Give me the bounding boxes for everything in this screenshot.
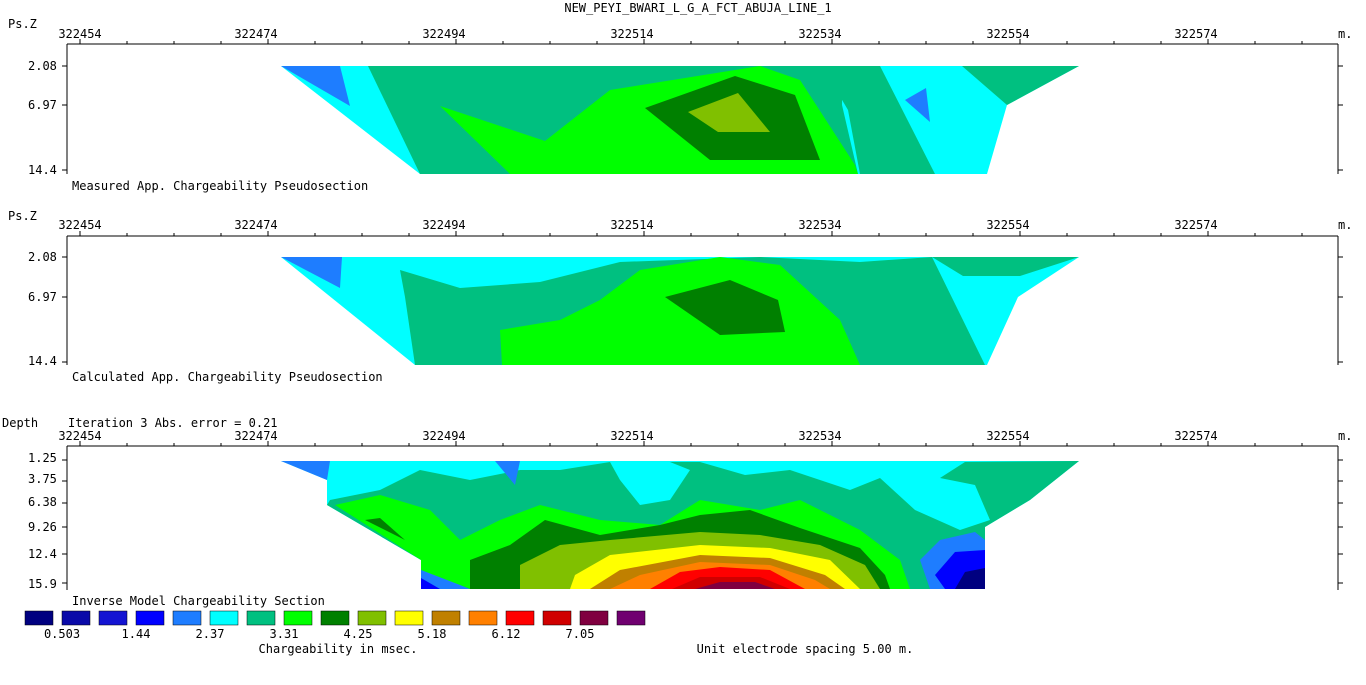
calculated-x-tick-label: 322474 <box>234 218 277 232</box>
measured-x-tick-label: 322454 <box>58 27 101 41</box>
inverse-depth-label: 3.75 <box>28 472 57 486</box>
legend-swatch <box>209 610 239 626</box>
inverse-depth-label: 6.38 <box>28 495 57 509</box>
legend-swatch <box>431 610 461 626</box>
calculated-x-tick-label: 322514 <box>610 218 653 232</box>
inverse-x-axis: 322454 322474 322494 322514 322534 32255… <box>58 429 1352 447</box>
calculated-section <box>281 257 1079 365</box>
chart-title: NEW_PEYI_BWARI_L_G_A_FCT_ABUJA_LINE_1 <box>564 1 831 15</box>
legend-swatch <box>468 610 498 626</box>
inverse-depth-label: 15.9 <box>28 577 57 591</box>
measured-x-tick-label: 322554 <box>986 27 1029 41</box>
calculated-axis-title: Ps.Z <box>8 209 37 223</box>
measured-x-unit-label: m. <box>1338 27 1352 41</box>
legend-value-label: 3.31 <box>270 627 299 641</box>
inverse-x-tick-label: 322554 <box>986 429 1029 443</box>
measured-x-tick-label: 322534 <box>798 27 841 41</box>
calculated-caption: Calculated App. Chargeability Pseudosect… <box>72 370 383 384</box>
measured-section <box>281 66 1079 174</box>
inverse-x-tick-label: 322574 <box>1174 429 1217 443</box>
measured-x-tick-label: 322514 <box>610 27 653 41</box>
measured-x-tick-label: 322574 <box>1174 27 1217 41</box>
legend-value-label: 2.37 <box>196 627 225 641</box>
calculated-x-unit-label: m. <box>1338 218 1352 232</box>
legend-swatch <box>616 610 646 626</box>
calculated-depth-label: 6.97 <box>28 290 57 304</box>
inverse-x-tick-label: 322514 <box>610 429 653 443</box>
inverse-x-tick-label: 322474 <box>234 429 277 443</box>
inverse-depth-label: 1.25 <box>28 451 57 465</box>
inverse-section <box>281 461 1079 589</box>
legend-value-label: 6.12 <box>492 627 521 641</box>
legend-value-label: 0.503 <box>44 627 80 641</box>
measured-depth-label: 6.97 <box>28 98 57 112</box>
color-legend: 0.503 1.44 2.37 3.31 4.25 5.18 6.12 7.05… <box>24 610 646 656</box>
calculated-depth-label: 14.4 <box>28 354 57 368</box>
inverse-depth-label: 9.26 <box>28 520 57 534</box>
calculated-x-tick-label: 322574 <box>1174 218 1217 232</box>
legend-swatch <box>542 610 572 626</box>
legend-swatch <box>61 610 91 626</box>
inverse-panel: Depth Iteration 3 Abs. error = 0.21 3224… <box>2 416 1352 608</box>
inverse-axis-title: Depth <box>2 416 38 430</box>
calculated-x-axis: 322454 322474 322494 322514 322534 32255… <box>58 218 1352 237</box>
legend-value-label: 4.25 <box>344 627 373 641</box>
legend-swatches <box>24 610 646 626</box>
inverse-x-tick-label: 322534 <box>798 429 841 443</box>
electrode-spacing-note: Unit electrode spacing 5.00 m. <box>697 642 914 656</box>
calculated-panel: Ps.Z 322454 322474 322494 322514 322534 … <box>8 209 1352 384</box>
measured-depth-label: 2.08 <box>28 59 57 73</box>
legend-swatch <box>357 610 387 626</box>
inverse-iteration-text: Iteration 3 Abs. error = 0.21 <box>68 416 278 430</box>
legend-swatch <box>320 610 350 626</box>
legend-caption: Chargeability in msec. <box>259 642 418 656</box>
inverse-x-tick-label: 322454 <box>58 429 101 443</box>
measured-depth-label: 14.4 <box>28 163 57 177</box>
legend-swatch <box>283 610 313 626</box>
legend-swatch <box>246 610 276 626</box>
measured-caption: Measured App. Chargeability Pseudosectio… <box>72 179 368 193</box>
legend-value-label: 7.05 <box>566 627 595 641</box>
legend-swatch <box>98 610 128 626</box>
legend-swatch <box>135 610 165 626</box>
legend-swatch <box>24 610 54 626</box>
measured-x-axis: 322454 322474 322494 322514 322534 32255… <box>58 27 1352 45</box>
measured-x-tick-label: 322474 <box>234 27 277 41</box>
calculated-x-tick-label: 322494 <box>422 218 465 232</box>
inverse-depth-label: 12.4 <box>28 547 57 561</box>
legend-swatch <box>172 610 202 626</box>
legend-value-label: 5.18 <box>418 627 447 641</box>
inverse-x-unit-label: m. <box>1338 429 1352 443</box>
legend-swatch <box>579 610 609 626</box>
legend-swatch <box>505 610 535 626</box>
inverse-caption: Inverse Model Chargeability Section <box>72 594 325 608</box>
inverse-x-tick-label: 322494 <box>422 429 465 443</box>
calculated-x-tick-label: 322554 <box>986 218 1029 232</box>
calculated-x-tick-label: 322454 <box>58 218 101 232</box>
measured-panel: Ps.Z 322454 322474 322494 322514 322534 … <box>8 17 1352 193</box>
legend-swatch <box>394 610 424 626</box>
measured-x-tick-label: 322494 <box>422 27 465 41</box>
calculated-depth-label: 2.08 <box>28 250 57 264</box>
legend-value-label: 1.44 <box>122 627 151 641</box>
measured-axis-title: Ps.Z <box>8 17 37 31</box>
calculated-x-tick-label: 322534 <box>798 218 841 232</box>
